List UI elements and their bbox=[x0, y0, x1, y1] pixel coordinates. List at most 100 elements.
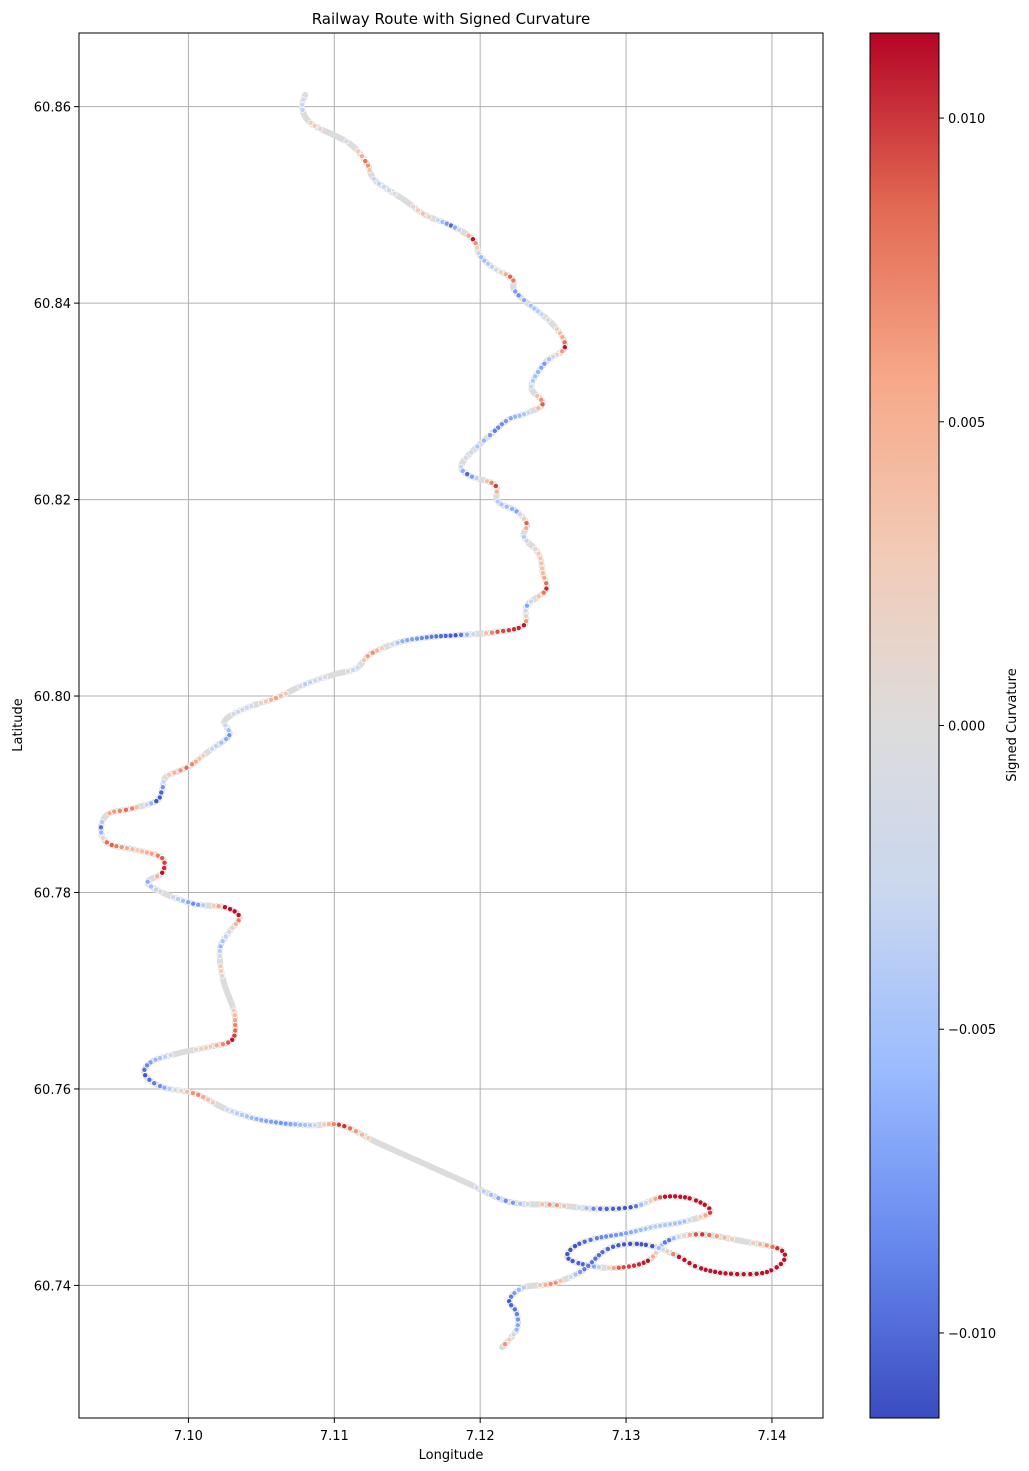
curvature-point bbox=[535, 369, 542, 375]
curvature-point bbox=[488, 1191, 495, 1198]
curvature-point bbox=[175, 896, 181, 902]
x-tick-label: 7.11 bbox=[320, 1429, 349, 1444]
curvature-point bbox=[386, 187, 392, 194]
curvature-point bbox=[692, 1263, 698, 1270]
curvature-point bbox=[520, 1284, 527, 1291]
curvature-point bbox=[200, 902, 207, 909]
chart-title: Railway Route with Signed Curvature bbox=[312, 10, 591, 28]
curvature-point bbox=[721, 1234, 728, 1241]
curvature-point bbox=[216, 948, 223, 955]
curvature-point bbox=[213, 1042, 220, 1049]
curvature-point bbox=[481, 437, 487, 444]
curvature-point bbox=[595, 1252, 602, 1259]
curvature-point bbox=[474, 443, 481, 450]
curvature-point bbox=[217, 963, 224, 970]
curvature-point bbox=[511, 626, 517, 633]
curvature-point bbox=[322, 674, 329, 681]
curvature-point bbox=[210, 902, 217, 909]
curvature-point bbox=[498, 421, 505, 428]
curvature-point bbox=[497, 269, 504, 276]
curvature-point bbox=[223, 736, 230, 742]
curvature-point bbox=[232, 1027, 239, 1034]
curvature-point bbox=[352, 1128, 359, 1135]
curvature-point bbox=[456, 226, 463, 233]
curvature-point bbox=[317, 125, 324, 132]
curvature-point bbox=[495, 1195, 502, 1202]
curvature-point bbox=[144, 1062, 150, 1069]
curvature-point bbox=[763, 1269, 770, 1275]
curvature-point bbox=[581, 1266, 588, 1273]
curvature-point bbox=[99, 834, 106, 841]
curvature-point bbox=[180, 897, 186, 904]
curvature-point bbox=[643, 1199, 649, 1206]
curvature-point bbox=[699, 1231, 706, 1238]
curvature-point bbox=[487, 432, 493, 439]
curvature-point bbox=[615, 1242, 622, 1249]
curvature-point bbox=[777, 1261, 784, 1267]
curvature-point bbox=[146, 1076, 153, 1083]
curvature-point bbox=[510, 1199, 516, 1206]
x-tick-label: 7.13 bbox=[612, 1429, 641, 1444]
curvature-point bbox=[167, 1052, 174, 1059]
curvature-point bbox=[458, 631, 465, 638]
curvature-point bbox=[662, 1221, 669, 1228]
curvature-point bbox=[702, 1212, 709, 1219]
curvature-point bbox=[231, 1012, 238, 1019]
curvature-point bbox=[510, 277, 517, 284]
curvature-point bbox=[528, 383, 535, 390]
curvature-point bbox=[638, 1201, 645, 1208]
x-axis-label: Longitude bbox=[419, 1448, 484, 1463]
curvature-point bbox=[528, 598, 534, 605]
curvature-point bbox=[463, 454, 469, 461]
curvature-point bbox=[553, 1202, 560, 1209]
curvature-point bbox=[537, 1282, 544, 1289]
curvature-point bbox=[489, 263, 496, 270]
curvature-point bbox=[500, 628, 507, 634]
curvature-point bbox=[521, 297, 528, 304]
colorbar-tick-label: 0.000 bbox=[948, 720, 985, 735]
curvature-point bbox=[522, 607, 529, 614]
curvature-point bbox=[585, 1262, 592, 1269]
curvature-point bbox=[447, 632, 454, 639]
curvature-point bbox=[615, 1264, 622, 1271]
curvature-point bbox=[681, 1256, 688, 1263]
curvature-point bbox=[610, 1265, 617, 1271]
curvature-point bbox=[649, 1243, 656, 1250]
curvature-point bbox=[590, 1205, 597, 1212]
curvature-point bbox=[750, 1240, 757, 1246]
curvature-point bbox=[621, 1205, 628, 1211]
curvature-point bbox=[514, 1316, 521, 1323]
curvature-point bbox=[297, 683, 304, 690]
curvature-point bbox=[253, 1116, 260, 1122]
curvature-point bbox=[113, 843, 120, 850]
curvature-point bbox=[159, 784, 166, 791]
curvature-point bbox=[224, 1106, 231, 1113]
curvature-point bbox=[347, 1125, 353, 1132]
curvature-point bbox=[633, 1240, 640, 1247]
curvature-point bbox=[118, 844, 125, 851]
curvature-point bbox=[190, 900, 197, 907]
curvature-point bbox=[229, 1108, 236, 1115]
curvature-point bbox=[532, 546, 539, 553]
curvature-point bbox=[414, 207, 421, 214]
curvature-point bbox=[414, 635, 420, 642]
curvature-point bbox=[480, 1188, 487, 1195]
curvature-point bbox=[218, 739, 225, 746]
curvature-point bbox=[219, 1041, 226, 1048]
curvature-point bbox=[473, 1184, 480, 1191]
curvature-point bbox=[419, 210, 426, 217]
curvature-point bbox=[675, 1233, 682, 1240]
curvature-point bbox=[287, 1121, 294, 1128]
curvature-point bbox=[277, 692, 284, 699]
curvature-point bbox=[185, 899, 192, 906]
curvature-point bbox=[541, 574, 548, 581]
curvature-point bbox=[106, 810, 113, 817]
curvature-point bbox=[676, 1253, 682, 1260]
curvature-point bbox=[166, 1085, 173, 1092]
grid-lines bbox=[79, 33, 823, 1418]
curvature-point bbox=[627, 1229, 634, 1236]
curvature-point bbox=[572, 1243, 578, 1250]
curvature-point bbox=[370, 175, 377, 182]
curvature-point bbox=[508, 1302, 515, 1309]
y-tick-label: 60.74 bbox=[34, 1279, 71, 1294]
